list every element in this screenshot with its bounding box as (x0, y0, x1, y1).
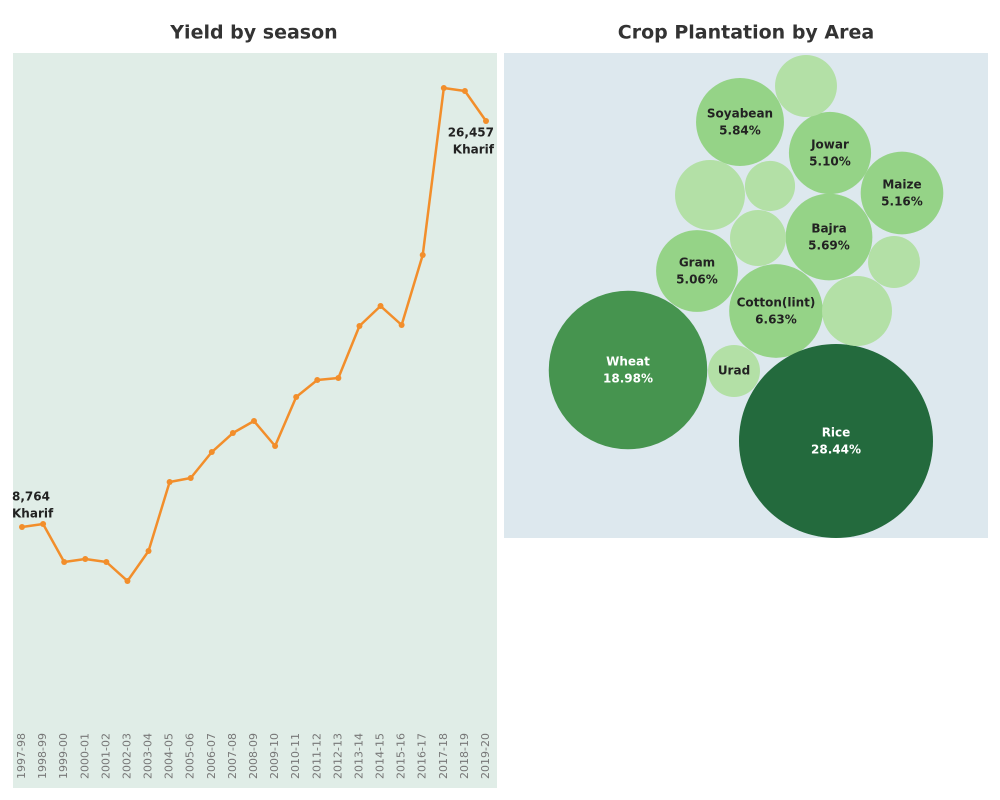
bubble (868, 236, 920, 288)
bubble (788, 111, 872, 195)
bubble-label: Urad (718, 364, 750, 378)
point (124, 578, 131, 584)
bubble-label: Jowar (810, 138, 849, 152)
x-tick-label: 2011-12 (310, 733, 323, 779)
x-tick-label: 1997-98 (15, 733, 28, 779)
point (82, 555, 89, 562)
point (440, 85, 447, 91)
point (272, 443, 279, 450)
bubble (708, 345, 760, 397)
value-label: 26,457 (448, 125, 494, 139)
x-tick-label: 2009-10 (268, 733, 281, 779)
bubble (785, 193, 873, 281)
series-label: Kharif (453, 142, 495, 156)
bubble-label: Wheat (606, 355, 650, 369)
bubble-label: Cotton(lint) (737, 296, 816, 310)
point (314, 377, 321, 384)
bubble (822, 276, 892, 346)
point (356, 323, 363, 330)
x-tick-label: 2006-07 (205, 733, 218, 779)
bubble (656, 230, 738, 312)
point (166, 479, 173, 486)
bubble-value-label: 5.16% (881, 195, 923, 209)
x-tick-label: 2008-09 (247, 733, 260, 779)
point (377, 302, 384, 309)
point (398, 321, 405, 328)
x-tick-label: 2004-05 (163, 733, 176, 779)
bubble-value-label: 5.69% (808, 239, 850, 253)
chart-title: Crop Plantation by Area (618, 22, 874, 44)
bubble-label: Rice (822, 426, 851, 440)
bubble (696, 78, 784, 166)
bubble-value-label: 28.44% (811, 443, 861, 457)
point (335, 375, 342, 382)
x-tick-label: 2001-02 (99, 733, 112, 779)
point (61, 558, 68, 565)
bubble-value-label: 18.98% (603, 372, 653, 386)
bubble-value-label: 5.06% (676, 273, 718, 287)
value-label: 8,764 (12, 490, 50, 504)
x-tick-label: 1999-00 (57, 733, 70, 779)
point (103, 558, 110, 565)
point (251, 418, 257, 425)
point (229, 430, 236, 437)
bubble-value-label: 5.84% (719, 124, 761, 138)
bubble-label: Maize (882, 178, 921, 192)
point (187, 475, 194, 482)
x-tick-label: 2018-19 (458, 733, 471, 779)
point (145, 548, 152, 555)
point (208, 449, 215, 456)
x-tick-label: 2007-08 (226, 733, 239, 779)
point (419, 252, 426, 259)
x-tick-label: 2002-03 (120, 733, 133, 779)
bubble (729, 209, 787, 267)
bubble-label: Gram (679, 256, 715, 270)
bubble (675, 160, 745, 230)
point (461, 87, 468, 94)
point (19, 524, 25, 531)
x-tick-label: 2016-17 (416, 733, 429, 779)
x-tick-label: 2010-11 (289, 733, 302, 779)
series-label: Kharif (12, 507, 54, 521)
x-tick-label: 2013-14 (352, 733, 365, 779)
bubble-label: Bajra (811, 222, 846, 236)
bubble (744, 160, 796, 212)
x-tick-label: 2017-18 (437, 733, 450, 779)
bubble-value-label: 5.10% (809, 155, 851, 169)
x-tick-label: 2015-16 (395, 733, 408, 779)
x-tick-label: 2012-13 (331, 733, 344, 779)
x-tick-label: 2000-01 (78, 733, 91, 779)
x-tick-label: 2003-04 (142, 733, 155, 779)
bubble-value-label: 6.63% (755, 313, 797, 327)
bubble-label: Soyabean (707, 107, 773, 121)
point (40, 520, 47, 527)
chart-title: Yield by season (169, 22, 337, 44)
bubble (548, 290, 708, 450)
x-tick-label: 1998-99 (36, 733, 49, 779)
bubble (860, 151, 944, 235)
x-tick-label: 2019-20 (479, 733, 492, 779)
point (293, 394, 300, 401)
x-tick-label: 2014-15 (374, 733, 387, 779)
bubble (739, 344, 933, 538)
x-tick-label: 2005-06 (184, 733, 197, 779)
bubble (775, 55, 837, 117)
point (483, 117, 489, 124)
bubble (729, 264, 823, 358)
